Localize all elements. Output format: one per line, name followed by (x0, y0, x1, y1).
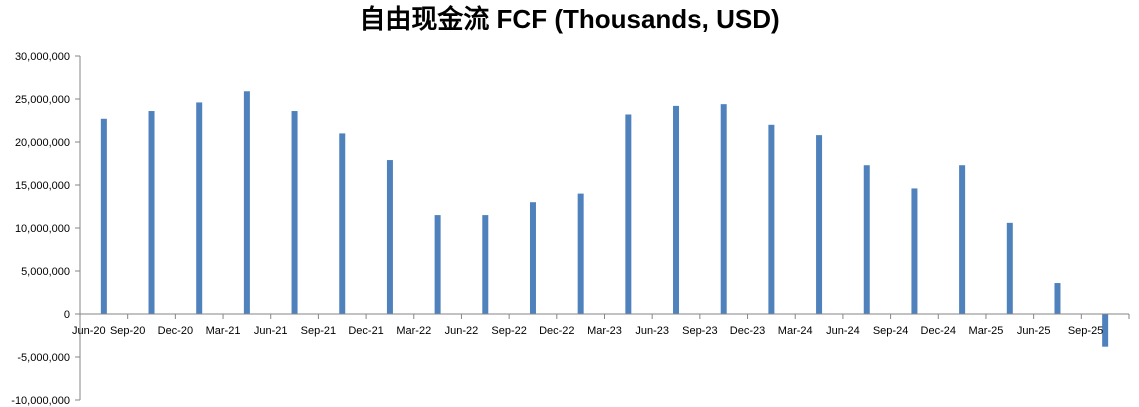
bar-sep-25 (1102, 314, 1109, 347)
y-tick-label: 20,000,000 (15, 137, 70, 149)
bar-jun-25 (1054, 283, 1061, 314)
y-tick-label: -10,000,000 (11, 395, 70, 407)
x-tick-label: Sep-24 (873, 325, 908, 337)
x-tick-label: Sep-25 (1068, 325, 1103, 337)
bar-jun-20 (100, 118, 107, 314)
x-tick-label: Mar-25 (969, 325, 1004, 337)
y-tick-label: 10,000,000 (15, 223, 70, 235)
bar-jun-21 (291, 111, 298, 314)
bar-sep-21 (339, 133, 346, 314)
bar-sep-23 (720, 104, 727, 314)
x-tick-label: Jun-22 (445, 325, 479, 337)
bar-sep-24 (911, 188, 918, 314)
x-tick-label: Jun-25 (1017, 325, 1051, 337)
y-tick-label: 25,000,000 (15, 94, 70, 106)
bar-dec-24 (959, 165, 966, 314)
x-tick-label: Sep-20 (110, 325, 145, 337)
x-tick-label: Dec-22 (539, 325, 574, 337)
x-tick-label: Sep-21 (301, 325, 336, 337)
bars (100, 91, 1109, 347)
x-tick-label: Dec-23 (730, 325, 765, 337)
x-axis: Jun-20 Sep-20 Dec-20 Mar-21 Jun-21 Sep-21 Dec-… (72, 313, 1130, 337)
x-tick-label: Jun-20 (72, 325, 106, 337)
x-tick-label: Jun-21 (254, 325, 288, 337)
x-tick-label: Jun-24 (826, 325, 860, 337)
x-tick-label: Mar-23 (587, 325, 622, 337)
y-tick-label: 0 (64, 309, 70, 321)
bar-mar-25 (1006, 222, 1013, 314)
y-axis: 30,000,000 25,000,000 20,000,000 15,000,000… (11, 51, 81, 407)
bar-dec-23 (768, 124, 775, 314)
y-tick-label: 5,000,000 (21, 266, 70, 278)
bar-dec-22 (577, 193, 584, 314)
bar-sep-22 (529, 202, 536, 314)
x-tick-label: Dec-20 (158, 325, 193, 337)
x-tick-label: Mar-24 (778, 325, 813, 337)
y-tick-label: -5,000,000 (17, 352, 70, 364)
y-tick-label: 30,000,000 (15, 51, 70, 63)
x-tick-label: Mar-21 (206, 325, 241, 337)
y-tick-label: 15,000,000 (15, 180, 70, 192)
bar-dec-20 (196, 102, 203, 314)
bar-sep-20 (148, 111, 155, 314)
bar-mar-24 (816, 135, 823, 314)
bar-mar-21 (243, 91, 250, 314)
x-tick-label: Sep-22 (491, 325, 526, 337)
bar-jun-23 (673, 105, 680, 314)
x-tick-label: Sep-23 (682, 325, 717, 337)
bar-dec-21 (386, 160, 393, 314)
x-tick-label: Jun-23 (635, 325, 669, 337)
x-tick-label: Dec-21 (348, 325, 383, 337)
chart-title: 自由现金流 FCF (Thousands, USD) (359, 4, 780, 34)
bar-mar-22 (434, 215, 441, 314)
x-tick-label: Dec-24 (921, 325, 956, 337)
bar-mar-23 (625, 114, 632, 314)
x-tick-label: Mar-22 (396, 325, 431, 337)
bar-jun-24 (863, 165, 870, 314)
bar-jun-22 (482, 215, 489, 314)
